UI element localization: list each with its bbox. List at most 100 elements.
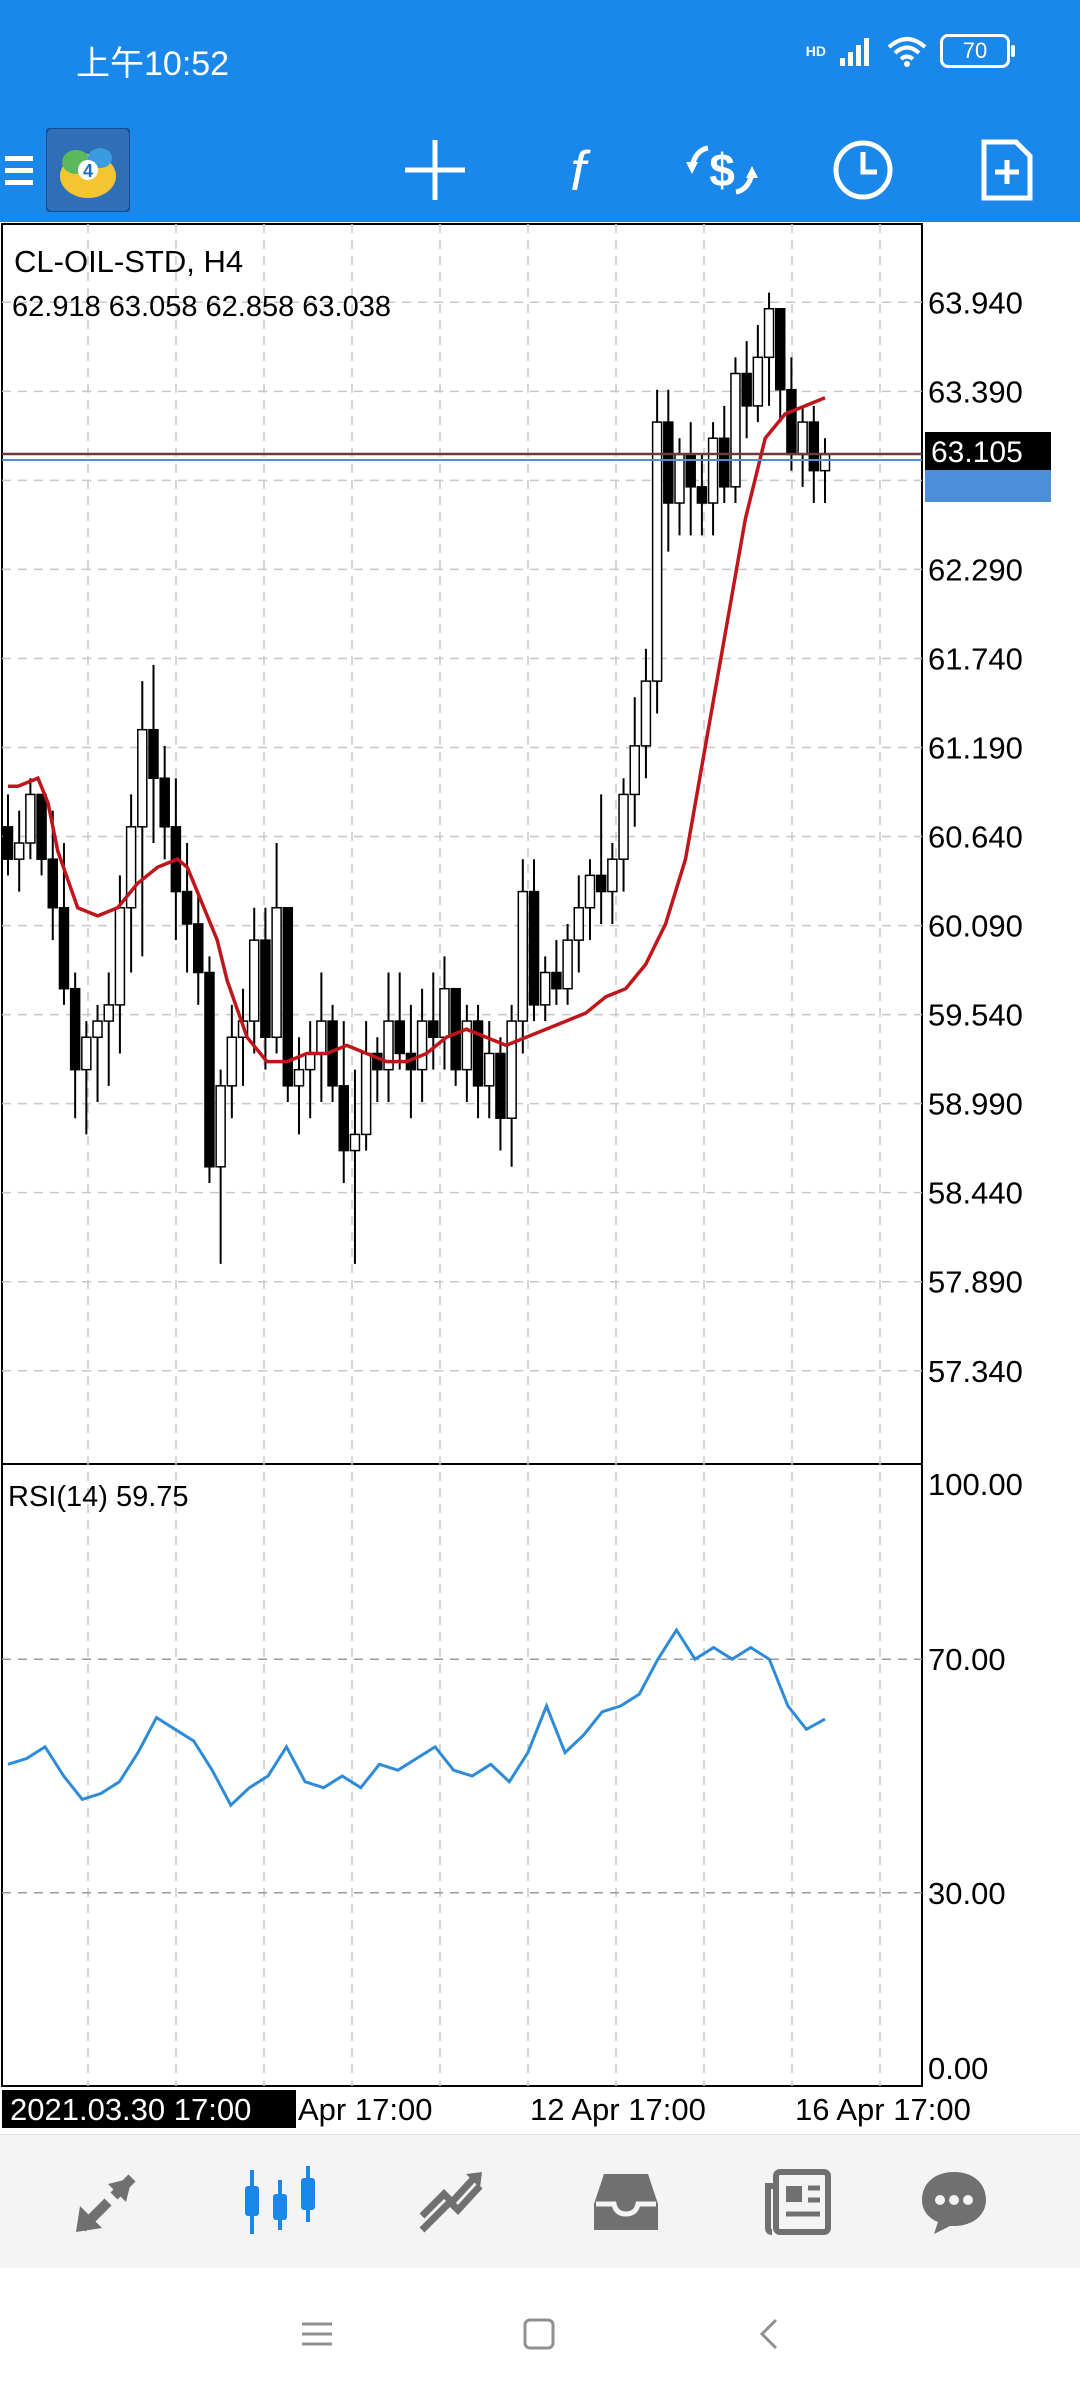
metatrader-logo[interactable]: 4	[44, 118, 132, 222]
candle-body	[595, 874, 607, 893]
recent-apps-icon[interactable]	[302, 2322, 332, 2346]
candle-body	[293, 1068, 305, 1087]
symbols-icon[interactable]: $	[680, 118, 764, 222]
chart-area[interactable]: 63.94063.39062.84062.29061.74061.19060.6…	[0, 222, 1080, 2132]
candle-body	[607, 858, 618, 893]
candle-body	[271, 907, 282, 1039]
rsi-level-label: 0.00	[928, 2051, 988, 2086]
candle-body	[159, 777, 170, 828]
nav-quotes[interactable]	[48, 2135, 168, 2269]
candle-body	[752, 356, 764, 407]
chart-border	[1, 223, 923, 2087]
candle-body	[316, 1020, 327, 1055]
candle-body	[786, 388, 797, 456]
candle-body	[506, 1020, 517, 1119]
candle-body	[584, 874, 596, 909]
candle-body	[181, 890, 193, 925]
home-icon[interactable]	[523, 2318, 555, 2350]
time-label-1: Apr 17:00	[298, 2092, 432, 2127]
candle-body	[774, 308, 786, 391]
chart-grid	[2, 224, 922, 2086]
candle-body	[551, 971, 562, 990]
candle-body	[372, 1052, 383, 1071]
candle-body	[92, 1020, 103, 1039]
candle-body	[338, 1085, 350, 1152]
candle-body	[394, 1020, 405, 1055]
status-time: 上午10:52	[76, 45, 230, 83]
ohlc-values: 62.918 63.058 62.858 63.038	[12, 291, 391, 323]
candle-body	[428, 1020, 439, 1039]
candle-body	[573, 907, 585, 941]
price-level-label: 62.290	[928, 552, 1023, 587]
candle-body	[248, 939, 260, 1022]
time-cursor-label: 2021.03.30 17:00	[10, 2092, 251, 2127]
trade-icon	[419, 2172, 483, 2233]
candle-body	[808, 421, 820, 472]
rsi-level-label: 70.00	[928, 1642, 1006, 1677]
candle-body	[517, 890, 529, 1022]
battery-icon: 70	[940, 34, 1015, 68]
indicators-icon[interactable]: f	[538, 118, 618, 222]
time-label-2: 12 Apr 17:00	[530, 2092, 706, 2127]
candle-body	[383, 1020, 394, 1071]
candle-body	[640, 680, 652, 747]
candle-body	[719, 437, 730, 488]
wifi-icon	[887, 37, 927, 67]
rsi-level-label: 30.00	[928, 1876, 1006, 1911]
candle-body	[114, 907, 126, 1006]
timeframe-icon[interactable]	[823, 118, 903, 222]
candle-body	[304, 1052, 316, 1071]
signal-icon	[840, 38, 869, 66]
candle-body	[2, 826, 14, 860]
candle-body	[819, 453, 831, 472]
svg-text:$: $	[709, 144, 735, 196]
candle-body	[741, 372, 752, 407]
candle-body	[450, 987, 461, 1071]
svg-text:4: 4	[83, 161, 93, 181]
candle-body	[47, 858, 59, 909]
price-level-label: 57.340	[928, 1354, 1023, 1389]
new-order-icon[interactable]	[966, 118, 1046, 222]
svg-text:f: f	[570, 139, 591, 202]
status-bar: 上午10:52 HD 70	[0, 0, 1080, 118]
nav-news[interactable]	[738, 2135, 858, 2269]
nav-history[interactable]	[566, 2135, 686, 2269]
price-level-label: 63.390	[928, 374, 1023, 409]
candle-body	[81, 1036, 92, 1071]
top-toolbar: 4 f $	[0, 118, 1080, 222]
candle-body	[416, 1020, 428, 1071]
nav-chart[interactable]	[220, 2135, 340, 2269]
candle-body	[461, 1020, 473, 1071]
price-chart[interactable]: 63.94063.39062.84062.29061.74061.19060.6…	[0, 222, 1080, 2132]
hamburger-menu-icon[interactable]	[0, 118, 40, 222]
candle-body	[696, 486, 708, 504]
battery-level: 70	[962, 38, 988, 63]
price-level-label: 60.640	[928, 820, 1023, 855]
candle-body	[148, 728, 159, 779]
back-icon[interactable]	[759, 2318, 778, 2350]
candle-body	[25, 793, 36, 844]
price-level-label: 57.890	[928, 1265, 1023, 1300]
price-level-label: 63.940	[928, 285, 1023, 320]
symbol-title: CL-OIL-STD, H4	[14, 244, 243, 279]
candle-body	[282, 907, 294, 1087]
candle-body	[226, 1036, 238, 1087]
price-level-label: 61.190	[928, 730, 1023, 765]
crosshair-icon[interactable]	[395, 118, 475, 222]
candle-body	[528, 890, 540, 1006]
time-label-3: 16 Apr 17:00	[795, 2092, 971, 2127]
price-level-label: 61.740	[928, 641, 1023, 676]
candle-body	[483, 1052, 495, 1087]
nav-trade[interactable]	[392, 2135, 512, 2269]
candle-body	[69, 987, 81, 1071]
candle-body	[562, 939, 573, 990]
rsi-level-label: 100.00	[928, 1467, 1023, 1502]
nav-chat[interactable]	[894, 2135, 1014, 2269]
candle-body	[360, 1052, 372, 1136]
candle-body	[730, 372, 741, 488]
current-price-label: 63.105	[931, 436, 1023, 469]
moving-average-line	[8, 396, 826, 1064]
candle-body	[193, 923, 204, 974]
status-indicators: HD 70	[806, 34, 1015, 68]
candle-body	[260, 939, 271, 1039]
